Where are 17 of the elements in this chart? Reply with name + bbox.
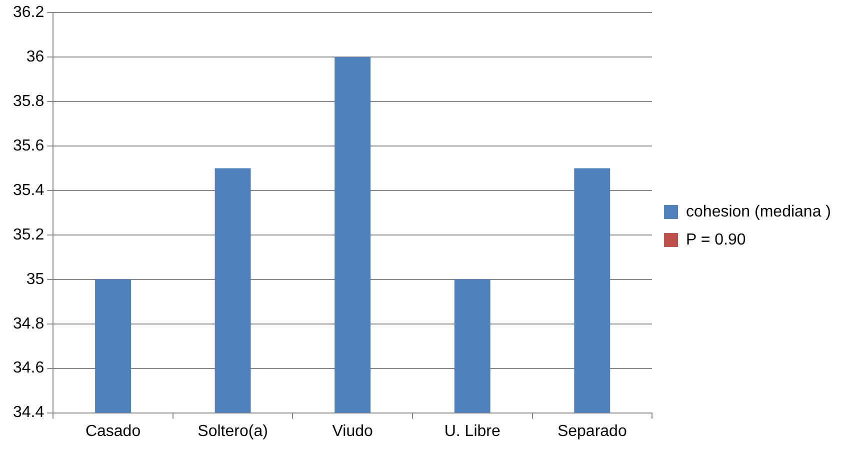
x-tick-label: Separado [557,422,627,440]
x-tick-label: U. Libre [444,422,500,440]
y-tick-label: 36 [26,48,44,66]
y-tick-label: 35.6 [13,137,44,154]
y-tick-label: 34.8 [13,315,44,332]
legend-label: cohesion (mediana ) [686,203,831,220]
y-tick-label: 35.8 [13,92,44,110]
y-tick-label: 34.4 [13,404,44,422]
y-tick-label: 36.2 [13,4,44,22]
x-tick-label: Casado [85,422,141,440]
y-tick-label: 35 [26,270,44,288]
x-tick-label: Viudo [332,422,373,440]
legend-label: P = 0.90 [686,231,746,248]
y-tick-label: 35.4 [13,182,44,199]
y-tick-label: 34.6 [13,360,44,377]
x-tick-label: Soltero(a) [198,422,268,440]
y-tick-label: 35.2 [13,226,44,244]
